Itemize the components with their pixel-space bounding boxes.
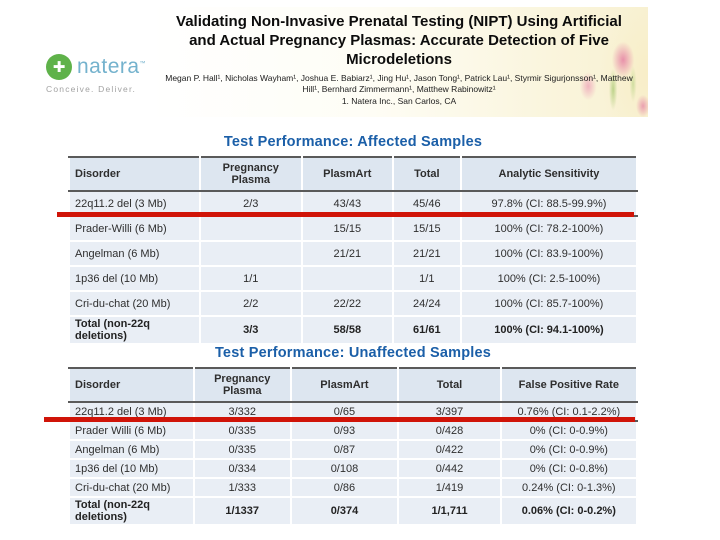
table-cell: Prader Willi (6 Mb) <box>68 420 195 441</box>
table-cell: 0/428 <box>397 420 502 441</box>
clover-icon: ✚ <box>46 54 72 80</box>
table-cell: Total (non-22q deletions) <box>68 315 201 345</box>
table-cell: 1p36 del (10 Mb) <box>68 265 201 292</box>
table-cell: 0% (CI: 0-0.9%) <box>499 439 639 460</box>
unaffected-samples-table: Disorder Pregnancy Plasma PlasmArt Total Fal… <box>68 367 639 526</box>
table-cell: 0/334 <box>192 458 292 479</box>
poster-banner: Validating Non-Invasive Prenatal Testing… <box>150 7 648 117</box>
poster-affiliation: 1. Natera Inc., San Carlos, CA <box>341 96 457 107</box>
table-cell: 1/1 <box>198 265 303 292</box>
affected-samples-table: Disorder Pregnancy Plasma PlasmArt Total Ana… <box>68 156 639 345</box>
column-header: Total <box>391 156 462 192</box>
natera-logo: ✚ natera™ Conceive. Deliver. <box>46 54 161 94</box>
table-row: 1p36 del (10 Mb) 1/1 1/1 100% (CI: 2.5-100%… <box>68 265 639 292</box>
column-header: PlasmArt <box>289 367 400 403</box>
table-cell: 58/58 <box>300 315 394 345</box>
table-cell: 61/61 <box>391 315 462 345</box>
table-row: Cri-du-chat (20 Mb) 1/333 0/86 1/419 0.24% (… <box>68 477 639 498</box>
table-row: Angelman (6 Mb) 0/335 0/87 0/422 0% (CI: 0-0… <box>68 439 639 460</box>
table-cell: 1/1337 <box>192 496 292 526</box>
table-cell: 1/333 <box>192 477 292 498</box>
table-cell: 0/442 <box>397 458 502 479</box>
table-cell: Angelman (6 Mb) <box>68 240 201 267</box>
column-header: Pregnancy Plasma <box>192 367 292 403</box>
table-cell: Total (non-22q deletions) <box>68 496 195 526</box>
table-cell: 1/1 <box>391 265 462 292</box>
table-cell: 0.24% (CI: 0-1.3%) <box>499 477 639 498</box>
column-header: PlasmArt <box>300 156 394 192</box>
table-cell: 0/93 <box>289 420 400 441</box>
table-cell <box>198 240 303 267</box>
table-cell: 22/22 <box>300 290 394 317</box>
table-cell: 24/24 <box>391 290 462 317</box>
table-cell: 3/397 <box>397 401 502 422</box>
column-header: Disorder <box>68 367 195 403</box>
table-cell: 1/419 <box>397 477 502 498</box>
column-header: Total <box>397 367 502 403</box>
brand-tagline: Conceive. Deliver. <box>46 84 137 94</box>
table-cell: 100% (CI: 85.7-100%) <box>459 290 639 317</box>
table-row: 1p36 del (10 Mb) 0/334 0/108 0/442 0% (CI: 0… <box>68 458 639 479</box>
table-row: Cri-du-chat (20 Mb) 2/2 22/22 24/24 100% (CI… <box>68 290 639 317</box>
unaffected-samples-title: Test Performance: Unaffected Samples <box>214 345 492 361</box>
table-cell: 0.76% (CI: 0.1-2.2%) <box>499 401 639 422</box>
table-cell: 0% (CI: 0-0.8%) <box>499 458 639 479</box>
table-cell: Prader-Willi (6 Mb) <box>68 215 201 242</box>
table-cell: 0/86 <box>289 477 400 498</box>
table-cell: 0% (CI: 0-0.9%) <box>499 420 639 441</box>
table-cell: 3/3 <box>198 315 303 345</box>
table-cell: 1p36 del (10 Mb) <box>68 458 195 479</box>
column-header: False Positive Rate <box>499 367 639 403</box>
table-row: Total (non-22q deletions) 1/1337 0/374 1/1,… <box>68 496 639 526</box>
table-cell: Angelman (6 Mb) <box>68 439 195 460</box>
table-cell: 0/335 <box>192 439 292 460</box>
table-row: Prader-Willi (6 Mb) 15/15 15/15 100% (CI: 7… <box>68 215 639 242</box>
red-underline-annotation <box>44 417 635 422</box>
unaffected-samples-section: Test Performance: Unaffected Samples Dis… <box>68 345 639 526</box>
trademark-symbol: ™ <box>139 61 147 67</box>
column-header: Disorder <box>68 156 201 192</box>
table-cell: 0/374 <box>289 496 400 526</box>
table-row: Angelman (6 Mb) 21/21 21/21 100% (CI: 83.9-… <box>68 240 639 267</box>
table-cell: 15/15 <box>391 215 462 242</box>
affected-samples-title: Test Performance: Affected Samples <box>223 134 483 150</box>
table-cell: 100% (CI: 2.5-100%) <box>459 265 639 292</box>
table-row: Total (non-22q deletions) 3/3 58/58 61/61 10… <box>68 315 639 345</box>
table-cell: 0.06% (CI: 0-0.2%) <box>499 496 639 526</box>
brand-text: natera™ <box>77 55 147 78</box>
table-cell: 0/422 <box>397 439 502 460</box>
header-row: Disorder Pregnancy Plasma PlasmArt Total Fal… <box>68 367 639 403</box>
table-cell <box>198 215 303 242</box>
table-cell: Cri-du-chat (20 Mb) <box>68 477 195 498</box>
table-cell: 1/1,711 <box>397 496 502 526</box>
table-cell: 2/2 <box>198 290 303 317</box>
red-underline-annotation <box>57 212 634 217</box>
table-cell: 0/335 <box>192 420 292 441</box>
table-cell: 100% (CI: 78.2-100%) <box>459 215 639 242</box>
poster-authors: Megan P. Hall¹, Nicholas Wayham¹, Joshua… <box>165 73 633 95</box>
table-cell: 15/15 <box>300 215 394 242</box>
header-row: Disorder Pregnancy Plasma PlasmArt Total Ana… <box>68 156 639 192</box>
table-cell <box>300 265 394 292</box>
table-cell: 21/21 <box>300 240 394 267</box>
table-cell: 100% (CI: 94.1-100%) <box>459 315 639 345</box>
table-cell: 21/21 <box>391 240 462 267</box>
column-header: Analytic Sensitivity <box>459 156 639 192</box>
poster-title: Validating Non-Invasive Prenatal Testing… <box>176 13 622 68</box>
table-cell: Cri-du-chat (20 Mb) <box>68 290 201 317</box>
table-cell: 100% (CI: 83.9-100%) <box>459 240 639 267</box>
table-row: Prader Willi (6 Mb) 0/335 0/93 0/428 0% (CI:… <box>68 420 639 441</box>
table-cell: 0/87 <box>289 439 400 460</box>
affected-samples-section: Test Performance: Affected Samples Disor… <box>68 134 639 345</box>
column-header: Pregnancy Plasma <box>198 156 303 192</box>
table-cell: 0/108 <box>289 458 400 479</box>
